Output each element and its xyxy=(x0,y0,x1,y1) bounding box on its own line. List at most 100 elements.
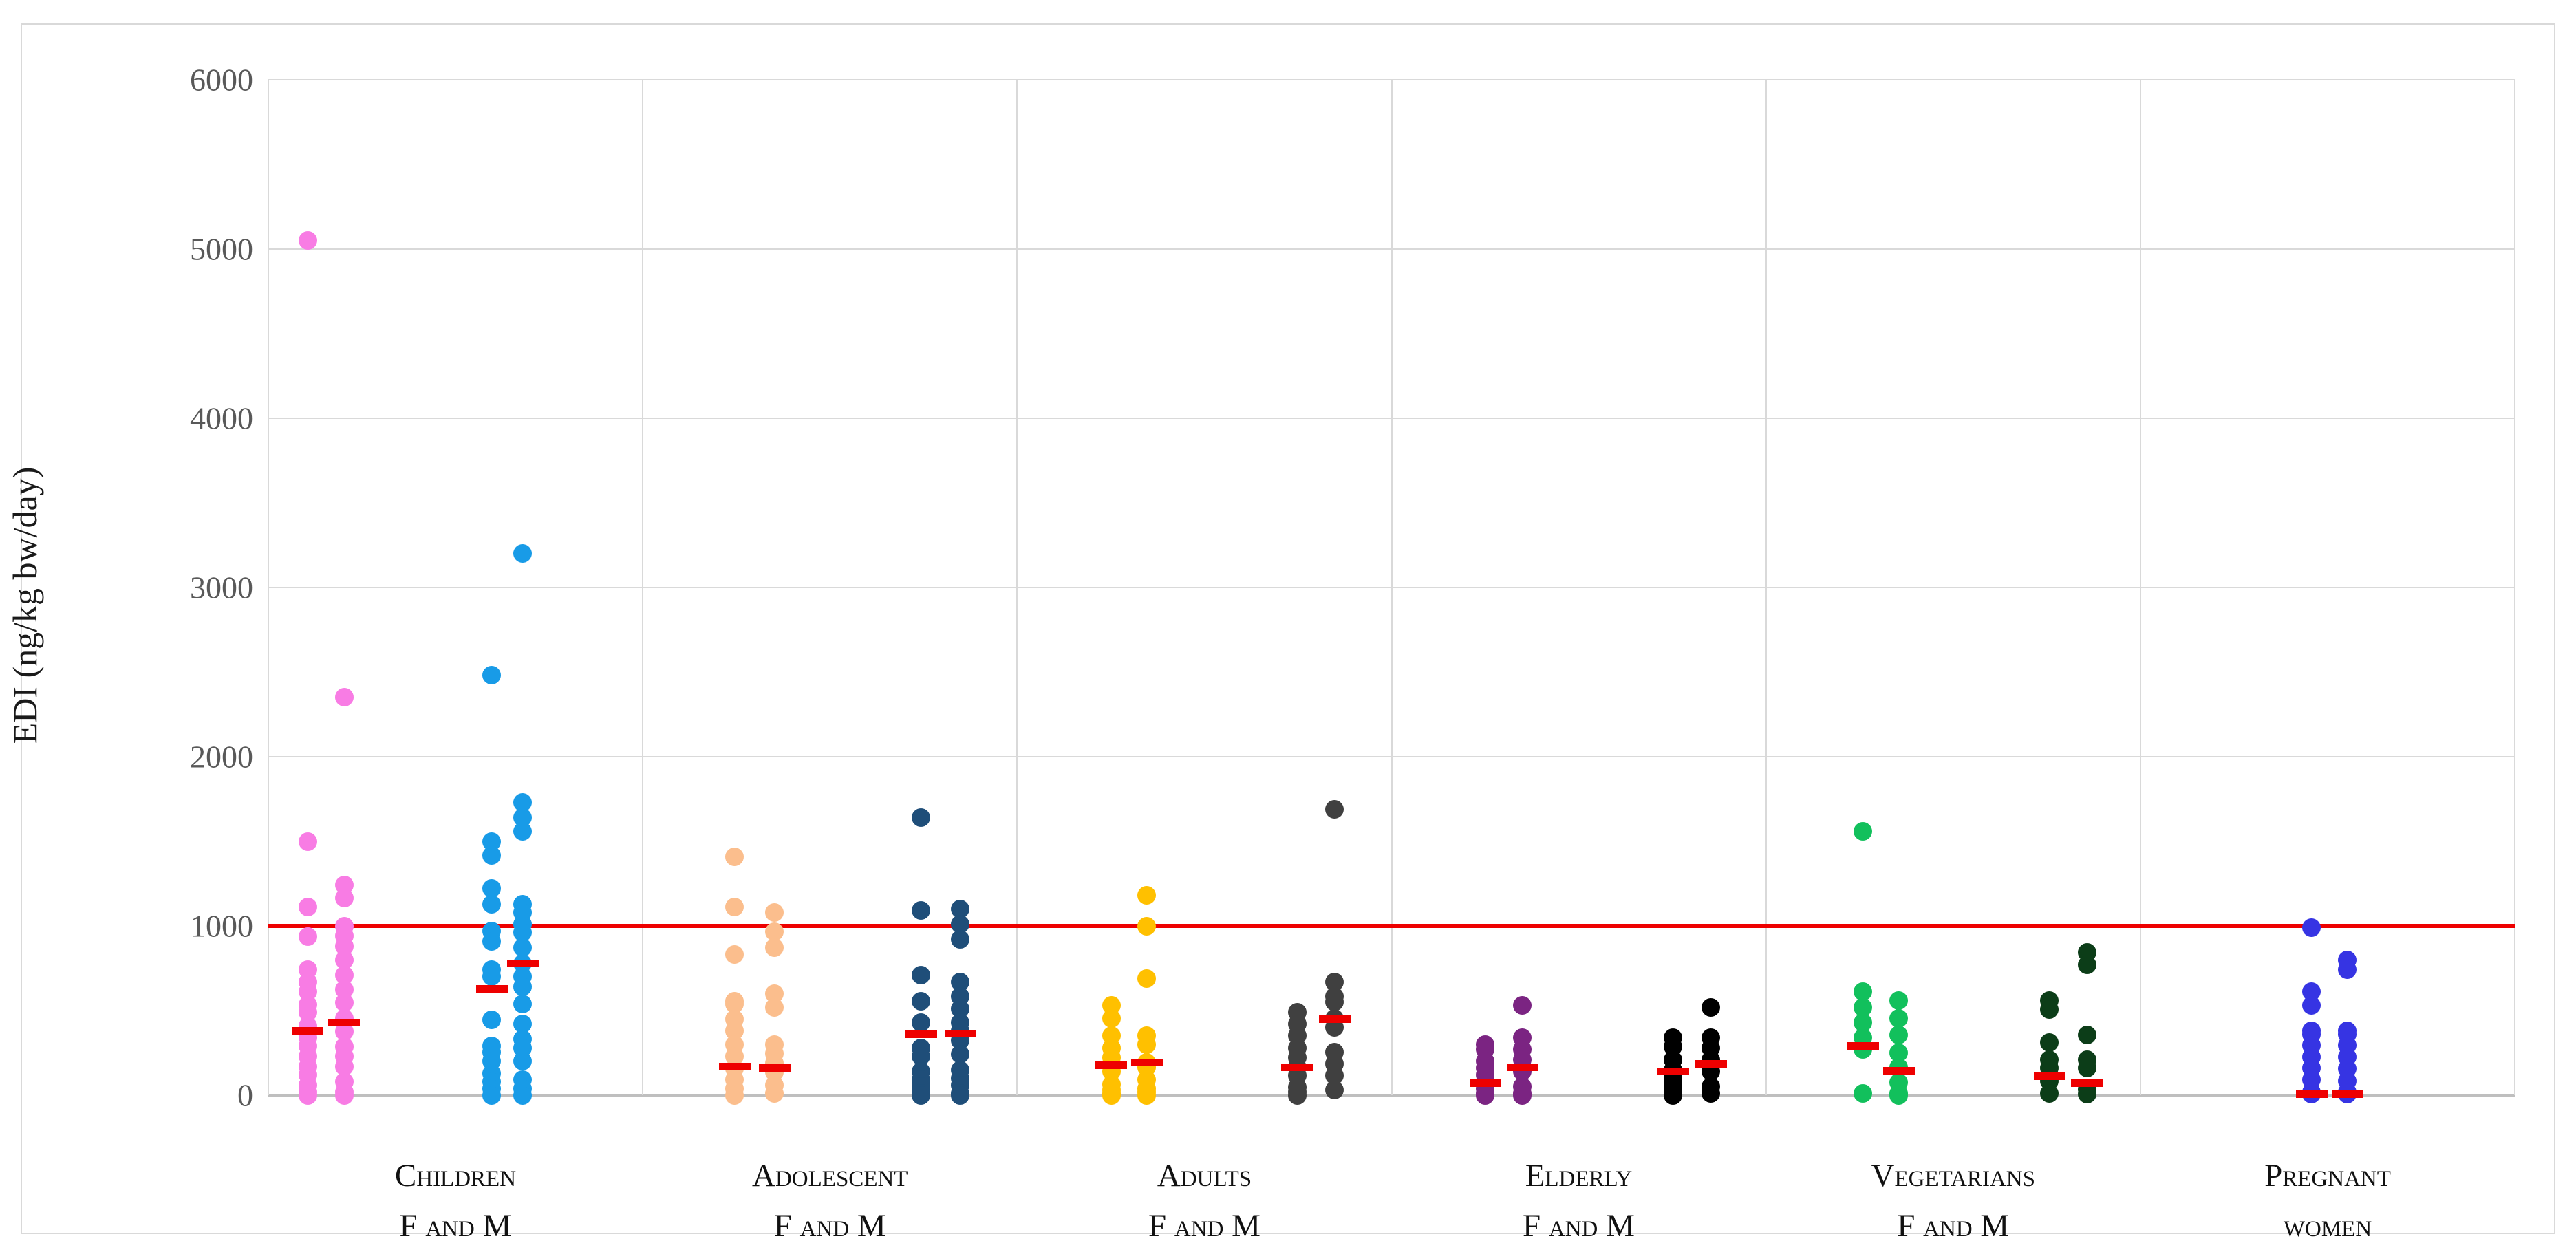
group-label-line1: Children xyxy=(394,1158,517,1194)
data-dot xyxy=(1889,1008,1909,1028)
y-tick-label: 3000 xyxy=(190,570,253,605)
group-label-line2: women xyxy=(2283,1208,2372,1244)
data-dot xyxy=(2040,1033,2059,1053)
group-label-line1: Adults xyxy=(1157,1158,1252,1194)
data-dot xyxy=(912,965,931,984)
vertical-gridline xyxy=(268,80,269,1095)
data-dot xyxy=(1325,1081,1344,1100)
data-dot xyxy=(482,1086,502,1105)
data-dot xyxy=(1854,1084,1873,1103)
data-dot xyxy=(482,666,502,685)
median-bar xyxy=(718,1062,751,1070)
data-dot xyxy=(1137,886,1157,905)
data-dot xyxy=(2077,1026,2096,1045)
y-tick-label: 1000 xyxy=(190,908,253,944)
median-bar xyxy=(2071,1079,2103,1088)
data-dot xyxy=(1325,993,1344,1012)
data-dot xyxy=(298,231,317,250)
data-dot xyxy=(1889,1026,1909,1045)
data-dot xyxy=(725,898,744,917)
data-dot xyxy=(912,1086,931,1105)
data-dot xyxy=(1664,1086,1683,1105)
group-label-line1: Adolescent xyxy=(752,1158,908,1194)
median-bar xyxy=(2331,1090,2363,1099)
data-dot xyxy=(513,821,533,841)
data-dot xyxy=(2302,996,2321,1015)
data-dot xyxy=(951,1086,970,1105)
group-label-line1: Elderly xyxy=(1525,1158,1633,1194)
median-bar xyxy=(1095,1061,1128,1070)
group-label-line1: Vegetarians xyxy=(1871,1158,2035,1194)
data-dot xyxy=(482,967,502,986)
group-label-line2: F and M xyxy=(1148,1208,1260,1244)
vertical-gridline xyxy=(2139,80,2141,1095)
y-tick-label: 4000 xyxy=(190,400,253,436)
data-dot xyxy=(1889,991,1909,1010)
median-bar xyxy=(1695,1059,1727,1068)
data-dot xyxy=(1513,996,1532,1015)
data-dot xyxy=(1102,1008,1121,1028)
data-dot xyxy=(725,847,744,866)
data-dot xyxy=(2302,918,2321,937)
data-dot xyxy=(765,997,784,1017)
data-dot xyxy=(1702,1084,1721,1103)
group-label-line2: F and M xyxy=(773,1208,886,1244)
data-dot xyxy=(513,1052,533,1071)
data-dot xyxy=(482,894,502,914)
plot-area xyxy=(268,79,2515,1105)
y-tick-label: 0 xyxy=(237,1077,253,1113)
y-tick-label: 5000 xyxy=(190,231,253,267)
data-dot xyxy=(765,1084,784,1103)
vertical-gridline xyxy=(2514,80,2515,1095)
median-bar xyxy=(506,959,539,967)
median-bar xyxy=(2295,1090,2328,1099)
data-dot xyxy=(912,991,931,1011)
median-bar xyxy=(1469,1079,1501,1088)
data-dot xyxy=(765,922,784,942)
data-dot xyxy=(912,808,931,828)
data-dot xyxy=(1325,799,1344,819)
data-dot xyxy=(482,1011,502,1030)
data-dot xyxy=(482,846,502,865)
reference-line-1000 xyxy=(268,924,2515,928)
data-dot xyxy=(298,927,317,947)
data-dot xyxy=(334,1086,354,1105)
chart-frame xyxy=(21,23,2555,1234)
data-dot xyxy=(1287,1086,1307,1105)
median-bar xyxy=(1506,1063,1538,1071)
median-bar xyxy=(944,1029,976,1037)
data-dot xyxy=(2040,1084,2059,1103)
data-dot xyxy=(765,938,784,958)
median-bar xyxy=(475,984,508,993)
data-dot xyxy=(298,832,317,851)
vertical-gridline xyxy=(1391,80,1393,1095)
data-dot xyxy=(513,1086,533,1105)
y-axis-title: EDI (ng/kg bw/day) xyxy=(6,466,44,744)
x-axis-baseline xyxy=(268,1094,2515,1097)
data-dot xyxy=(912,1013,931,1032)
median-bar xyxy=(758,1064,791,1072)
data-dot xyxy=(912,901,931,920)
data-dot xyxy=(765,903,784,922)
data-dot xyxy=(334,888,354,907)
group-label-line2: F and M xyxy=(1897,1208,2010,1244)
vertical-gridline xyxy=(1765,80,1767,1095)
data-dot xyxy=(1476,1086,1495,1105)
data-dot xyxy=(2077,956,2096,975)
data-dot xyxy=(951,930,970,949)
median-bar xyxy=(328,1018,361,1026)
y-tick-label: 6000 xyxy=(190,62,253,98)
vertical-gridline xyxy=(1016,80,1018,1095)
data-dot xyxy=(725,945,744,964)
data-dot xyxy=(1513,1086,1532,1105)
median-bar xyxy=(1882,1066,1915,1075)
data-dot xyxy=(298,1086,317,1105)
median-bar xyxy=(1657,1068,1689,1076)
data-dot xyxy=(2077,1059,2096,1078)
median-bar xyxy=(1847,1042,1879,1050)
data-dot xyxy=(1889,1086,1909,1105)
data-dot xyxy=(298,898,317,917)
data-dot xyxy=(513,544,533,563)
data-dot xyxy=(1102,1086,1121,1105)
